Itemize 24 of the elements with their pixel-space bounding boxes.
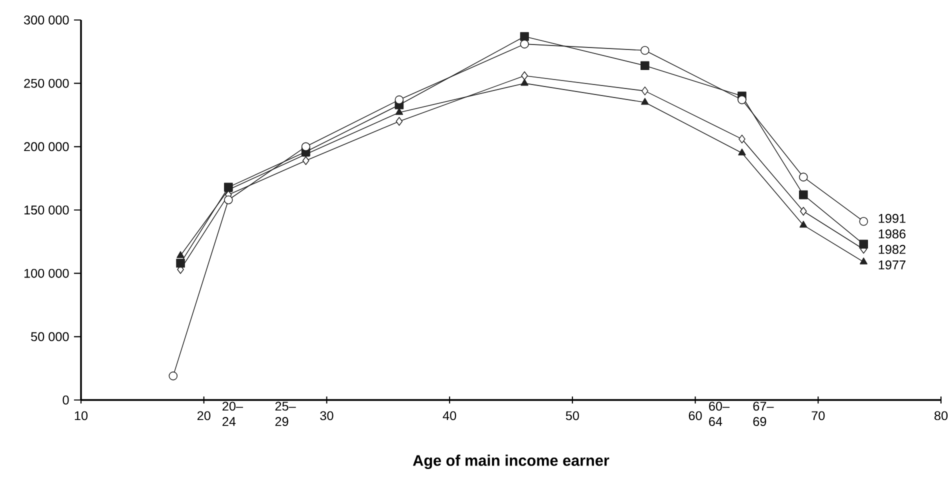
x-tick-label: 80 bbox=[934, 411, 948, 420]
x-tick-label: 25–29 bbox=[275, 402, 296, 426]
x-tick-label: 70 bbox=[812, 411, 825, 420]
x-tick-label: 10 bbox=[74, 411, 88, 420]
x-tick-label: 50 bbox=[566, 411, 579, 420]
x-tick-label: 20–24 bbox=[222, 402, 244, 426]
y-tick-label: 100 000 bbox=[24, 268, 69, 278]
series-label: 1977 bbox=[878, 260, 906, 270]
y-tick-label: 150 000 bbox=[24, 206, 69, 214]
series-label: 1986 bbox=[878, 229, 906, 238]
series-label: 1982 bbox=[878, 244, 906, 254]
y-tick-label: 300 000 bbox=[24, 16, 69, 24]
y-tick-label: 0 bbox=[62, 396, 69, 404]
x-tick-label: 20 bbox=[197, 411, 210, 420]
y-tick-label: 50 000 bbox=[31, 332, 69, 342]
x-axis-title: Age of main income earner bbox=[412, 454, 610, 470]
x-tick-label: 40 bbox=[442, 411, 456, 420]
x-tick-label: 60 bbox=[688, 411, 702, 420]
x-tick-label: 60–64 bbox=[709, 402, 730, 426]
y-tick-label: 200 000 bbox=[24, 142, 69, 152]
y-tick-label: 250 000 bbox=[24, 78, 69, 88]
x-tick-label: 67–69 bbox=[753, 402, 774, 426]
x-tick-label: 30 bbox=[320, 411, 334, 420]
series-label: 1991 bbox=[878, 214, 906, 223]
